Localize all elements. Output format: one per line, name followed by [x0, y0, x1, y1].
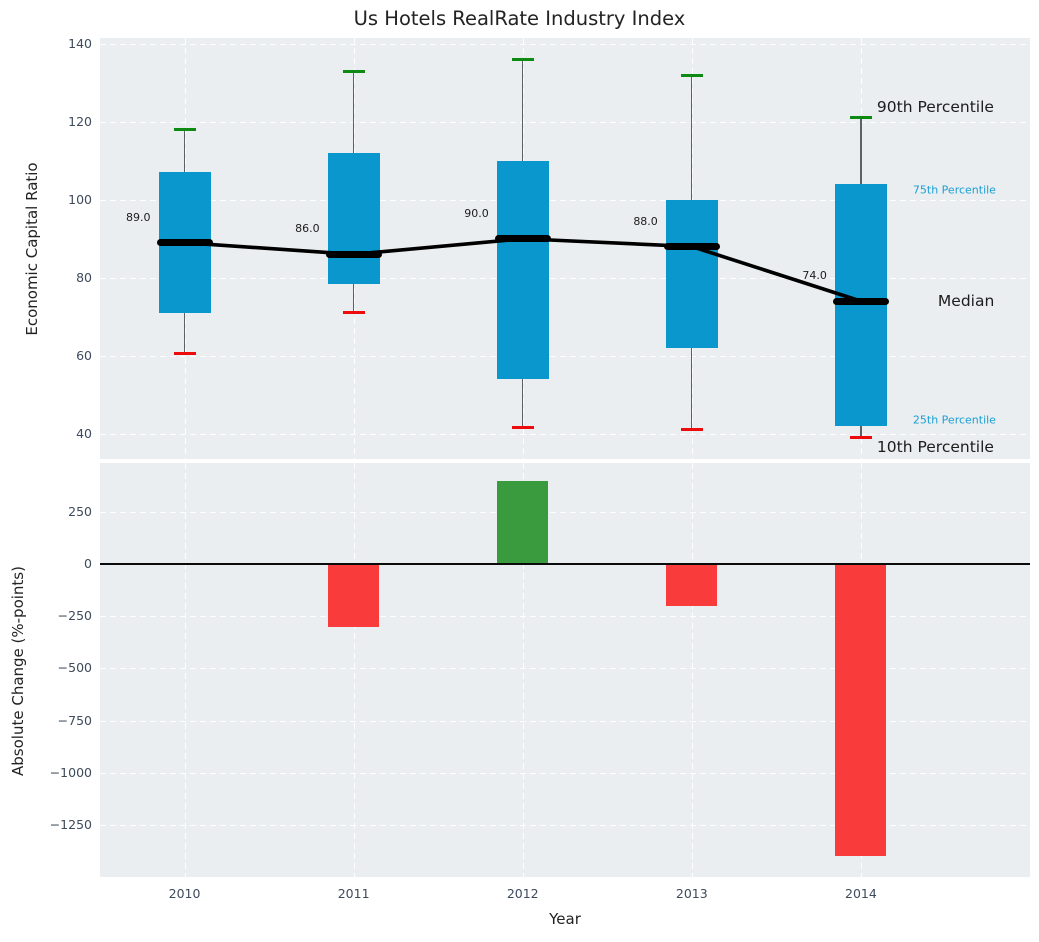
median-value-label-2012: 90.0 — [464, 206, 489, 220]
gridline — [100, 512, 1030, 513]
gridline — [353, 463, 355, 877]
annotation-10th-percentile: 10th Percentile — [876, 437, 994, 456]
y-tick-label: 60 — [76, 347, 92, 363]
x-tick-label: 2014 — [845, 886, 877, 901]
change-bar-2014 — [835, 564, 887, 857]
x-axis-label: Year — [549, 910, 581, 928]
p10-cap-2014 — [849, 436, 872, 440]
gridline — [100, 616, 1030, 618]
p10-cap-2011 — [342, 311, 365, 315]
gridline — [184, 463, 186, 877]
gridline — [100, 720, 1030, 722]
annotation-90th-percentile: 90th Percentile — [876, 97, 994, 116]
y-tick-label: 0 — [84, 556, 92, 572]
x-tick-label: 2013 — [675, 886, 708, 901]
p10-cap-2010 — [173, 352, 196, 356]
annotation-75th-percentile: 75th Percentile — [912, 183, 996, 197]
median-marker-2010 — [156, 239, 213, 247]
y-tick-label: −250 — [57, 608, 92, 624]
bottom-panel-absolute-change — [100, 463, 1030, 877]
change-bar-2011 — [328, 564, 380, 627]
box-2012 — [496, 160, 549, 380]
p90-cap-2011 — [342, 69, 365, 73]
gridline — [100, 43, 1030, 45]
median-marker-2012 — [494, 235, 551, 243]
gridline — [100, 433, 1030, 435]
gridline — [100, 199, 1030, 201]
p90-cap-2010 — [173, 128, 196, 132]
gridline — [100, 355, 1030, 357]
median-value-label-2013: 88.0 — [633, 214, 658, 228]
x-tick-label: 2010 — [168, 886, 201, 901]
p10-cap-2013 — [680, 428, 703, 432]
x-tick-label: 2012 — [506, 886, 539, 901]
y-tick-label: 80 — [76, 269, 92, 285]
median-marker-2014 — [832, 297, 889, 305]
gridline — [100, 277, 1030, 279]
y-tick-label: 250 — [68, 504, 92, 519]
y-tick-label: 100 — [68, 191, 92, 207]
box-2014 — [834, 184, 887, 426]
y-tick-label: 40 — [76, 425, 92, 441]
box-2013 — [665, 199, 718, 348]
p90-cap-2014 — [849, 116, 872, 120]
x-tick-label: 2011 — [337, 886, 370, 901]
gridline — [100, 772, 1030, 774]
change-bar-2012 — [497, 480, 549, 565]
median-value-label-2014: 74.0 — [802, 269, 827, 283]
median-marker-2011 — [325, 250, 382, 258]
y-tick-label: −1000 — [49, 764, 92, 780]
chart-title: Us Hotels RealRate Industry Index — [353, 7, 686, 30]
p90-cap-2013 — [680, 73, 703, 77]
gridline — [100, 824, 1030, 826]
median-marker-2013 — [663, 243, 720, 251]
annotation-median: Median — [937, 292, 995, 311]
change-bar-2013 — [666, 564, 718, 606]
gridline — [522, 463, 524, 877]
zero-line — [100, 563, 1030, 566]
p10-cap-2012 — [511, 426, 534, 430]
y-tick-label: −500 — [57, 660, 92, 676]
y-tick-label: −750 — [57, 712, 92, 728]
y-tick-label: 120 — [68, 113, 92, 129]
median-value-label-2011: 86.0 — [295, 222, 320, 236]
p90-cap-2012 — [511, 57, 534, 61]
box-2011 — [327, 152, 380, 284]
gridline — [691, 463, 693, 877]
gridline — [100, 121, 1030, 123]
median-value-label-2010: 89.0 — [126, 210, 151, 224]
y-tick-label: −1250 — [49, 816, 92, 832]
y-tick-label: 140 — [68, 35, 92, 51]
annotation-25th-percentile: 25th Percentile — [912, 413, 996, 427]
gridline — [100, 668, 1030, 670]
